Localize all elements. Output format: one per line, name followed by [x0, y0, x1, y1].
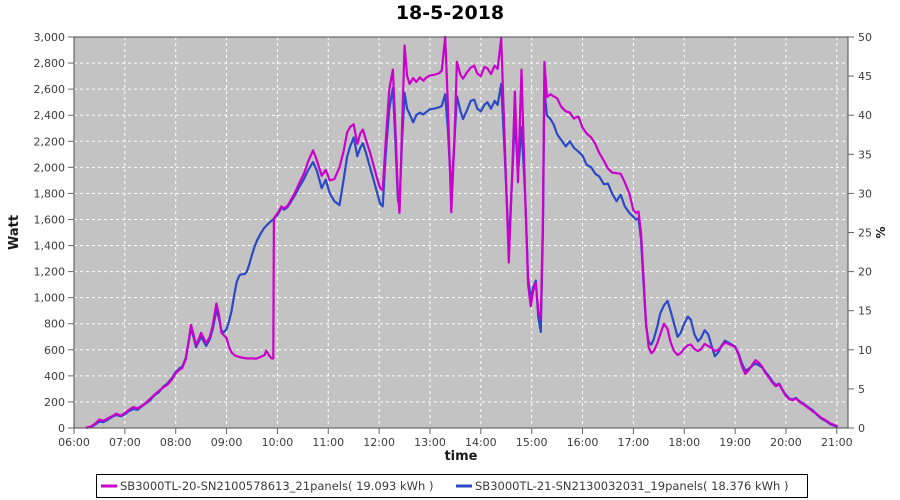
- x-tick-label: 07:00: [109, 436, 141, 449]
- y-tick-label: 3,000: [34, 31, 66, 44]
- y2-tick-label: 35: [858, 148, 872, 161]
- x-tick-label: 14:00: [465, 436, 497, 449]
- plot-background: [74, 37, 848, 428]
- y2-tick-label: 5: [858, 383, 865, 396]
- y2-tick-label: 0: [858, 422, 865, 435]
- y-tick-label: 2,800: [34, 57, 66, 70]
- x-tick-label: 16:00: [567, 436, 599, 449]
- y-tick-label: 1,000: [34, 292, 66, 305]
- y2-tick-label: 45: [858, 70, 872, 83]
- legend-label-series-2: SB3000TL-21-SN2130032031_19panels( 18.37…: [475, 479, 788, 493]
- y2-tick-label: 20: [858, 266, 872, 279]
- series-line-1: [85, 35, 838, 429]
- y-tick-label: 400: [44, 370, 65, 383]
- y2-axis-label: %: [874, 226, 888, 238]
- y2-tick-label: 40: [858, 109, 872, 122]
- y-tick-label: 2,400: [34, 109, 66, 122]
- x-axis-label: time: [444, 449, 477, 464]
- y-tick-label: 2,000: [34, 161, 66, 174]
- x-tick-label: 21:00: [821, 436, 853, 449]
- y2-tick-label: 50: [858, 31, 872, 44]
- legend-box: [96, 474, 808, 498]
- x-tick-label: 08:00: [160, 436, 192, 449]
- x-tick-label: 19:00: [719, 436, 751, 449]
- y-tick-label: 800: [44, 318, 65, 331]
- y-tick-label: 600: [44, 344, 65, 357]
- y-tick-label: 2,600: [34, 83, 66, 96]
- y-tick-label: 1,600: [34, 213, 66, 226]
- x-tick-label: 11:00: [312, 436, 344, 449]
- x-tick-label: 13:00: [414, 436, 446, 449]
- x-tick-label: 09:00: [211, 436, 243, 449]
- x-tick-label: 20:00: [770, 436, 802, 449]
- plot-area: 02004006008001,0001,2001,4001,6001,8002,…: [34, 31, 873, 449]
- chart-title: 18-5-2018: [396, 2, 504, 24]
- x-tick-label: 06:00: [58, 436, 90, 449]
- y-tick-label: 1,200: [34, 266, 66, 279]
- x-tick-label: 10:00: [262, 436, 294, 449]
- legend: SB3000TL-20-SN2100578613_21panels( 19.09…: [96, 474, 808, 498]
- y-tick-label: 2,200: [34, 135, 66, 148]
- y-axis-label: Watt: [7, 215, 22, 250]
- y-tick-label: 0: [58, 422, 65, 435]
- y2-tick-label: 25: [858, 227, 872, 240]
- x-tick-label: 12:00: [363, 436, 395, 449]
- x-tick-label: 18:00: [668, 436, 700, 449]
- legend-label-series-1: SB3000TL-20-SN2100578613_21panels( 19.09…: [120, 479, 433, 493]
- y2-tick-label: 10: [858, 344, 872, 357]
- x-tick-label: 15:00: [516, 436, 548, 449]
- y-tick-label: 1,800: [34, 187, 66, 200]
- x-tick-label: 17:00: [618, 436, 650, 449]
- y-tick-label: 200: [44, 396, 65, 409]
- y2-tick-label: 30: [858, 187, 872, 200]
- y-tick-label: 1,400: [34, 240, 66, 253]
- y2-tick-label: 15: [858, 305, 872, 318]
